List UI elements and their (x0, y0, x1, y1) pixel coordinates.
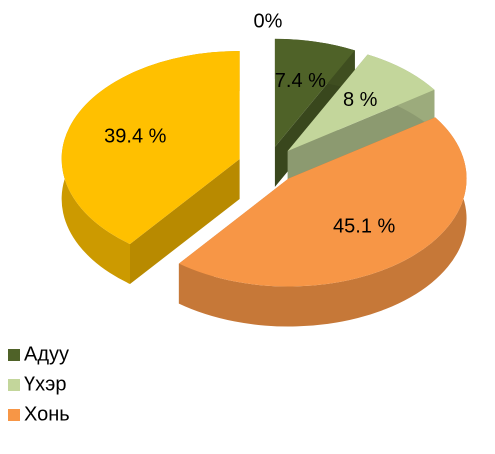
legend-label: Үхэр (24, 373, 66, 395)
slice-side (178, 117, 467, 327)
slice (287, 54, 435, 151)
data-label: 8 % (343, 89, 378, 111)
legend-label: Хонь (24, 403, 70, 425)
legend-swatch (8, 349, 20, 361)
legend-swatch (8, 409, 20, 421)
legend-label: Адуу (24, 343, 69, 365)
slice (274, 38, 355, 147)
data-label: 0% (254, 10, 283, 32)
slice (178, 117, 467, 287)
slice (61, 50, 240, 245)
data-label: 39.4 % (104, 125, 166, 147)
data-label: 45.1 % (333, 216, 395, 238)
data-label: 7.4 % (275, 70, 326, 92)
legend-swatch (8, 379, 20, 391)
slice-wall (130, 158, 240, 285)
